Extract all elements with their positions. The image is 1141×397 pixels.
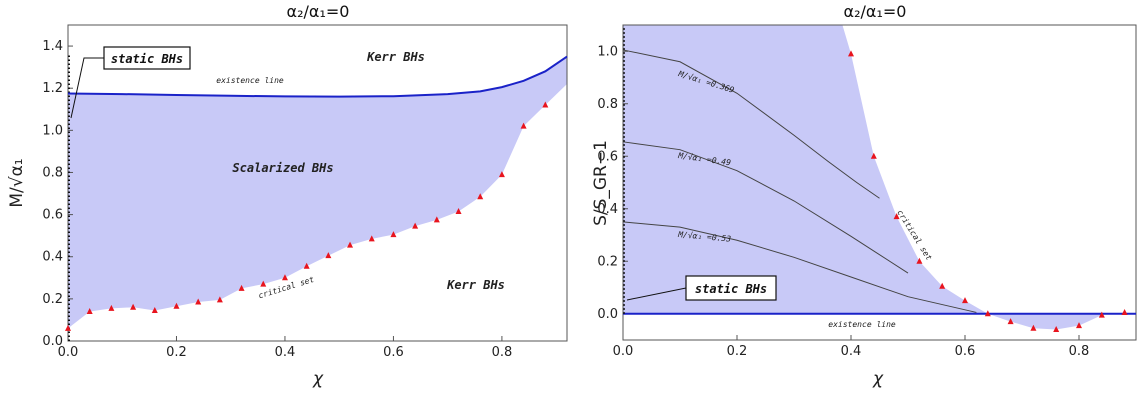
critical-set-marker: [542, 101, 549, 108]
x-tick-label: 0.6: [955, 344, 976, 359]
critical-set-marker: [216, 296, 223, 303]
scalarized-region: [68, 56, 567, 329]
critical-set-marker: [390, 231, 397, 238]
y-tick-label: 0.2: [42, 292, 63, 307]
critical-set-marker: [984, 310, 991, 317]
y-tick-label: 0.4: [42, 250, 63, 265]
plot-frame: [67, 24, 568, 342]
critical-set-marker: [1098, 311, 1105, 318]
x-tick-label: 0.8: [1069, 344, 1090, 359]
y-tick-label: 0.6: [42, 208, 63, 223]
critical-set-marker: [151, 306, 158, 313]
critical-set-marker: [848, 50, 854, 57]
y-tick-label: 0.8: [597, 97, 618, 112]
critical-set-marker: [238, 284, 245, 291]
right-chart: 0.0 0.2 0.4 0.6 0.8 0.0 0.2 0.4 0.6 0.8 1.0 existen…: [591, 2, 1137, 389]
critical-set-marker: [1030, 324, 1037, 331]
critical-set-marker: [281, 274, 288, 281]
region-scalarized-label: Scalarized BHs: [232, 161, 333, 175]
critical-set-marker: [939, 282, 946, 289]
critical-set-marker: [1076, 322, 1082, 329]
y-tick-label: 0.0: [597, 307, 618, 322]
critical-set-marker: [260, 280, 267, 287]
y-tick-label: 1.0: [42, 123, 63, 138]
constant-mass-curve-3: [622, 221, 977, 313]
static-bhs-pointer: [626, 287, 687, 301]
static-bhs-label: static BHs: [111, 52, 183, 66]
critical-set-marker: [108, 304, 115, 311]
x-axis-label: χ: [872, 369, 884, 389]
critical-set-marker: [130, 303, 137, 310]
static-bhs-box: [685, 275, 777, 301]
critical-set-marker: [195, 298, 202, 305]
region-kerr-top-label: Kerr BHs: [366, 50, 425, 64]
critical-set-marker: [1121, 308, 1128, 315]
critical-set-marker: [455, 207, 462, 214]
scalarized-region-bottom: [987, 313, 1108, 330]
x-tick-label: 0.0: [58, 345, 79, 360]
region-kerr-bottom-label: Kerr BHs: [446, 278, 505, 292]
critical-set-marker: [962, 297, 968, 304]
x-tick-label: 0.4: [841, 344, 862, 359]
critical-set-marker: [520, 122, 527, 129]
constant-mass-curve-2: [622, 141, 909, 274]
plot-frame: [622, 24, 1137, 341]
critical-set-marker: [347, 241, 354, 248]
static-bhs-pointer: [70, 57, 104, 119]
chart-title: α₂/α₁=0: [844, 2, 907, 21]
y-tick-label: 1.4: [42, 39, 63, 54]
y-tick-label: 0.6: [597, 149, 618, 164]
scalarized-region-top: [623, 25, 988, 314]
constant-mass-curve-1: [622, 49, 880, 199]
left-chart: 0.0 0.2 0.4 0.6 0.8 0.0 0.2 0.4 0.6 0.8 1.0 1.2 1.4 K…: [7, 2, 568, 389]
y-tick-label: 0.2: [597, 254, 618, 269]
critical-set-marker: [325, 252, 332, 259]
y-tick-label: 1.0: [597, 44, 618, 59]
critical-set-marker: [893, 213, 900, 220]
critical-set-marker: [433, 216, 440, 223]
critical-set-marker: [86, 308, 93, 315]
x-axis-label: χ: [312, 369, 324, 389]
critical-set-marker: [65, 324, 71, 331]
y-tick-label: 0.0: [42, 334, 63, 349]
critical-set-marker: [303, 262, 310, 269]
x-tick-label: 0.0: [613, 344, 634, 359]
critical-set-marker: [498, 171, 505, 178]
critical-set-marker: [1053, 326, 1060, 332]
y-axis-label: S/S_GR−1: [591, 140, 611, 226]
x-tick-label: 0.8: [492, 345, 513, 360]
critical-set-marker: [368, 235, 375, 242]
critical-set-marker: [477, 193, 484, 200]
existence-line-label: existence line: [216, 76, 284, 85]
critical-set-marker: [1007, 318, 1014, 325]
critical-set-marker: [916, 257, 923, 264]
critical-set-marker: [412, 222, 419, 229]
x-tick-label: 0.2: [166, 345, 187, 360]
x-tick-label: 0.4: [275, 345, 296, 360]
y-axis-label: M/√α₁: [7, 158, 27, 207]
existence-line: [67, 55, 568, 98]
static-bhs-label: static BHs: [695, 282, 767, 296]
existence-line-label: existence line: [828, 320, 896, 329]
x-tick-label: 0.6: [383, 345, 404, 360]
y-tick-label: 0.4: [597, 202, 618, 217]
y-tick-label: 0.8: [42, 165, 63, 180]
x-tick-label: 0.2: [727, 344, 748, 359]
critical-set-marker: [870, 152, 877, 159]
chart-title: α₂/α₁=0: [287, 2, 350, 21]
critical-set-marker: [173, 302, 180, 309]
y-tick-label: 1.2: [42, 81, 63, 96]
